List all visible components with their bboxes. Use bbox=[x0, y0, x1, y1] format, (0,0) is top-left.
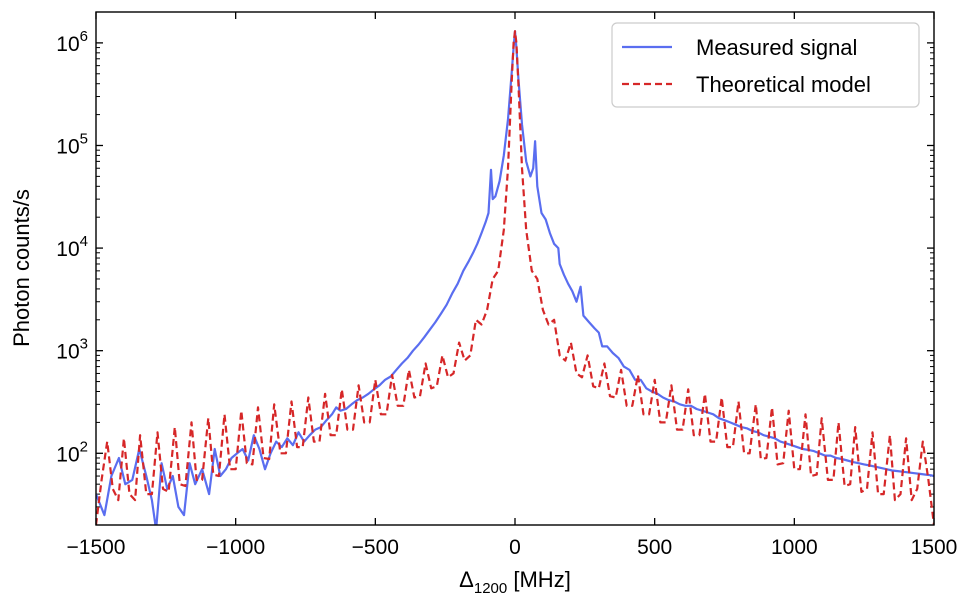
series-line-theoretical-model bbox=[96, 30, 934, 525]
plot-frame bbox=[95, 11, 935, 526]
y-tick-label: 102 bbox=[56, 438, 88, 466]
x-tick-label: 500 bbox=[637, 536, 672, 559]
y-tick-label: 106 bbox=[56, 28, 88, 56]
x-tick-label: 1000 bbox=[771, 536, 818, 559]
y-tick-label: 105 bbox=[56, 130, 88, 158]
x-tick-label: −1000 bbox=[206, 536, 265, 559]
x-axis-label-subscript: 1200 bbox=[474, 580, 507, 597]
legend-label-measured-signal: Measured signal bbox=[696, 35, 857, 60]
x-axis-label-suffix: [MHz] bbox=[507, 567, 571, 592]
y-axis-label: Photon counts/s bbox=[9, 189, 34, 347]
axis-ticks: −1500 −1000 −500 0 500 1000 1500 102 103 104 105 10… bbox=[56, 11, 958, 559]
legend-label-theoretical-model: Theoretical model bbox=[696, 72, 871, 97]
x-axis-label: Δ1200 [MHz] bbox=[459, 567, 571, 597]
x-tick-label: −500 bbox=[352, 536, 399, 559]
y-tick-label: 104 bbox=[56, 233, 88, 261]
x-tick-label: 1500 bbox=[911, 536, 958, 559]
legend-box bbox=[611, 22, 920, 108]
x-tick-label: 0 bbox=[509, 536, 521, 559]
x-axis-label-symbol: Δ bbox=[459, 567, 474, 592]
y-tick-label: 103 bbox=[56, 336, 88, 364]
x-tick-label: −1500 bbox=[67, 536, 126, 559]
legend: Measured signal Theoretical model bbox=[611, 22, 920, 108]
